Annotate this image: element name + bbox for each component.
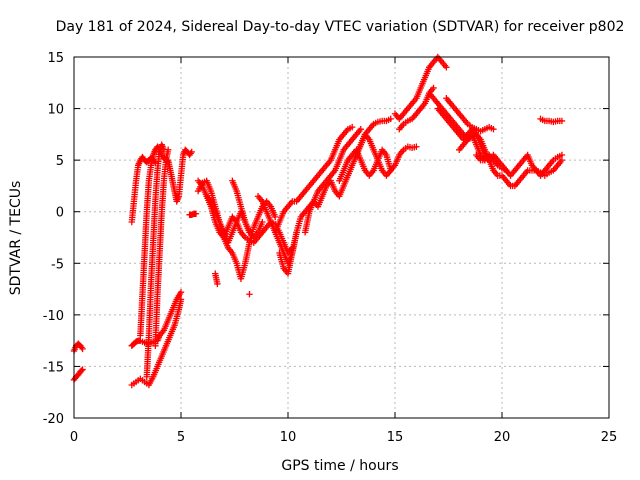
series-s6 — [137, 143, 172, 339]
series-s29 — [537, 115, 566, 126]
series-s19 — [276, 126, 364, 277]
x-tick-label: 5 — [177, 430, 185, 445]
data-point — [152, 159, 159, 166]
data-point — [387, 115, 394, 123]
data-point — [78, 367, 85, 374]
x-tick-label: 20 — [494, 430, 511, 445]
series-s1 — [70, 340, 86, 355]
axis-ticks — [73, 56, 610, 419]
series-s10 — [186, 210, 200, 219]
y-axis-label: SDTVAR / TECUs — [8, 181, 24, 296]
series-s9 — [164, 146, 195, 205]
y-tick-label: 5 — [56, 154, 64, 169]
data-point — [503, 167, 510, 174]
x-tick-label: 25 — [601, 430, 618, 445]
y-tick-label: 0 — [56, 206, 64, 221]
series-s30 — [473, 151, 489, 164]
data-point — [177, 296, 185, 303]
data-point — [192, 210, 200, 217]
data-point — [443, 64, 450, 71]
data-point — [387, 167, 394, 174]
x-tick-label: 10 — [280, 430, 297, 445]
y-tick-labels: -20 -15 -10 -5 0 5 10 15 — [43, 51, 64, 427]
series-s8 — [152, 146, 172, 349]
data-point — [79, 366, 86, 373]
data-point — [214, 280, 221, 288]
y-tick-label: -20 — [43, 412, 64, 427]
data-point — [481, 156, 489, 164]
series-s4 — [128, 296, 185, 389]
series-s27 — [443, 95, 497, 135]
series-s7 — [143, 141, 168, 380]
data-point — [430, 84, 437, 92]
data-point — [413, 143, 420, 150]
y-tick-label: 15 — [47, 51, 64, 66]
data-point — [79, 345, 86, 353]
y-tick-label: -5 — [51, 257, 64, 272]
data-point — [246, 229, 253, 236]
series-s14 — [212, 270, 221, 288]
data-markers — [70, 53, 566, 389]
data-point — [188, 148, 195, 156]
data-point — [357, 126, 364, 133]
data-point — [558, 117, 566, 125]
data-point — [558, 151, 566, 159]
data-point — [177, 288, 185, 296]
chart-title: Day 181 of 2024, Sidereal Day-to-day VTE… — [56, 19, 625, 35]
series-s2 — [70, 366, 86, 384]
data-point — [271, 213, 279, 221]
grid-lines — [74, 57, 609, 418]
data-point — [164, 146, 172, 154]
data-point — [259, 218, 266, 226]
plot-frame — [73, 56, 610, 419]
x-tick-label: 15 — [387, 430, 404, 445]
series-s22 — [353, 131, 394, 179]
series-s23 — [391, 53, 450, 123]
data-point — [490, 126, 497, 133]
y-tick-label: -15 — [43, 360, 64, 375]
x-tick-label: 0 — [70, 430, 78, 445]
series-s18 — [271, 123, 356, 236]
y-tick-label: 10 — [47, 103, 64, 118]
series-s16 — [246, 291, 253, 298]
x-tick-labels: 0 5 10 15 20 25 — [70, 430, 617, 445]
data-point — [246, 291, 253, 298]
y-tick-label: -10 — [43, 309, 64, 324]
x-axis-label: GPS time / hours — [281, 458, 398, 474]
data-point — [349, 123, 356, 131]
series-s15 — [229, 177, 253, 236]
